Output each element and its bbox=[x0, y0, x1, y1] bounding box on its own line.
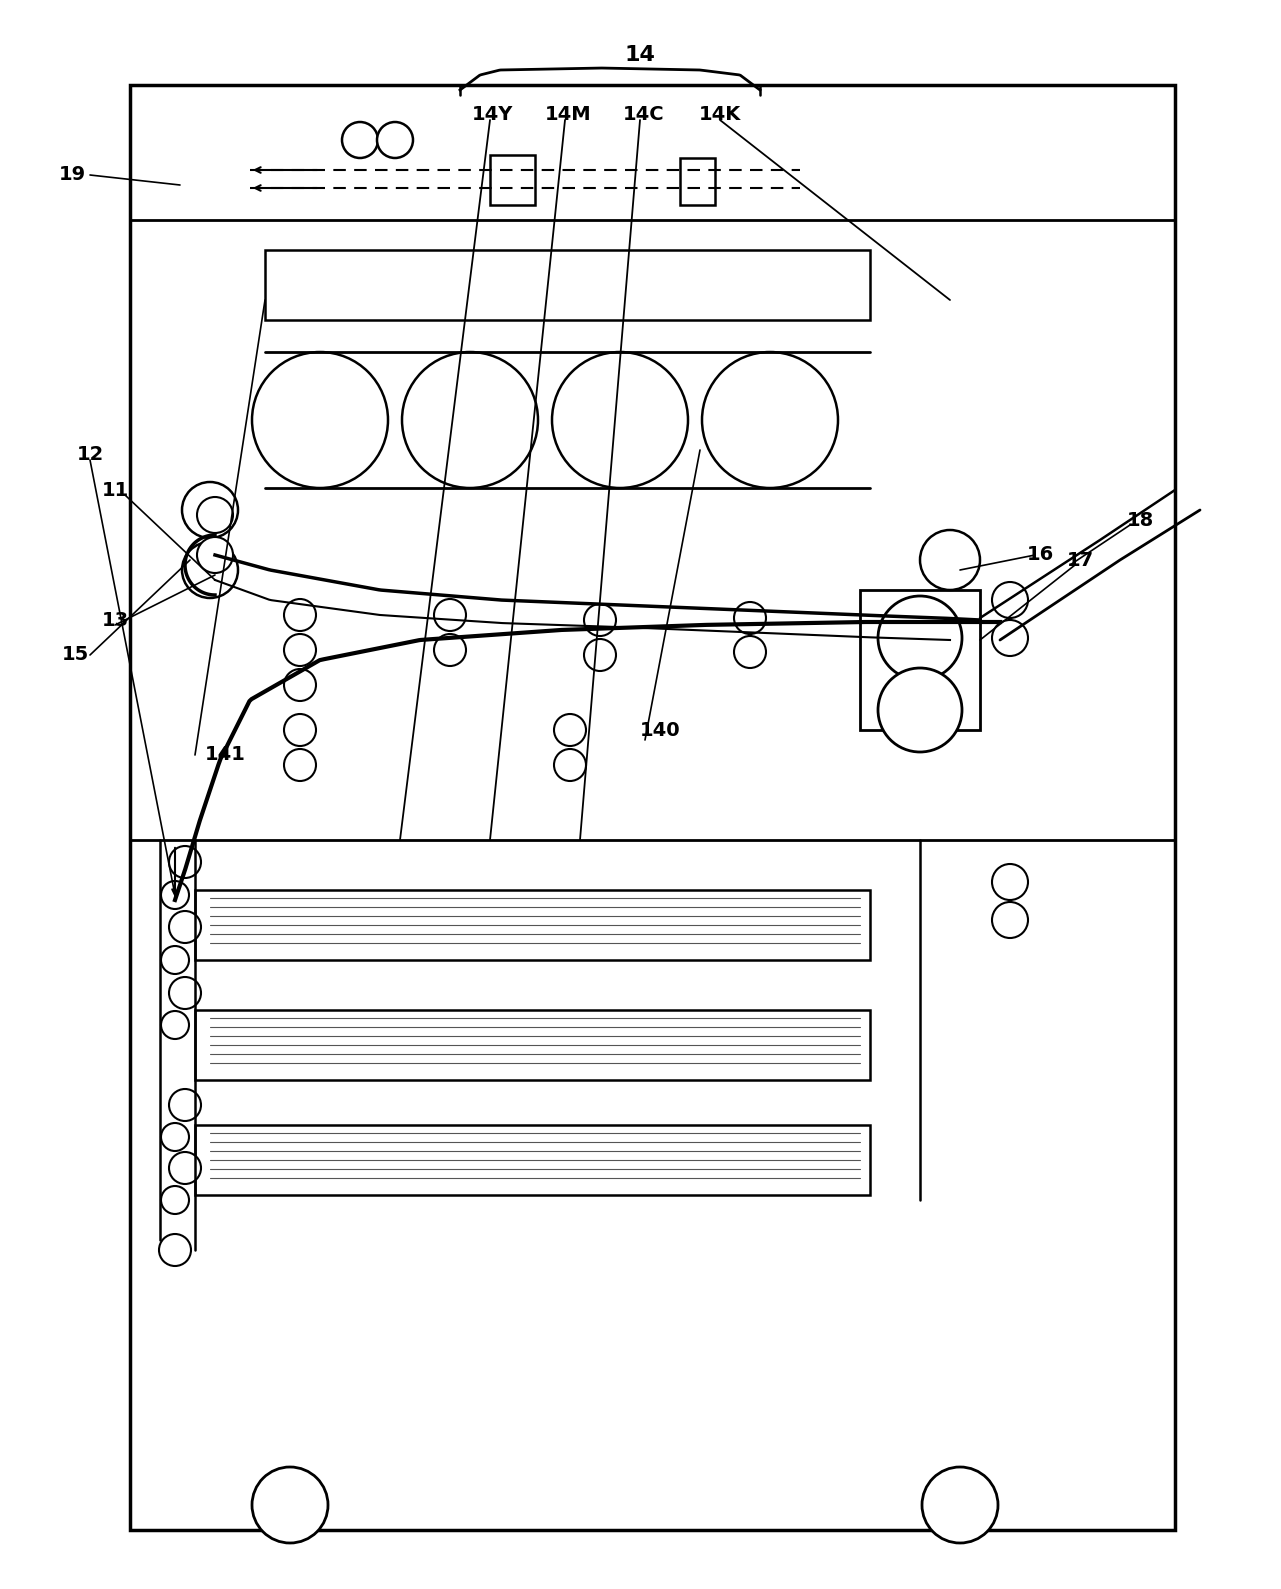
Bar bbox=[129, 84, 1175, 1530]
Circle shape bbox=[877, 667, 962, 752]
Circle shape bbox=[553, 713, 585, 745]
Circle shape bbox=[169, 1088, 201, 1120]
Bar bbox=[195, 1011, 870, 1081]
Text: 15: 15 bbox=[61, 645, 88, 664]
Circle shape bbox=[920, 531, 980, 590]
Circle shape bbox=[284, 748, 316, 782]
Text: 17: 17 bbox=[1067, 550, 1094, 569]
Circle shape bbox=[991, 582, 1027, 618]
Circle shape bbox=[252, 1467, 328, 1543]
Circle shape bbox=[991, 620, 1027, 656]
Text: 14Y: 14Y bbox=[471, 105, 512, 124]
Circle shape bbox=[169, 845, 201, 879]
Circle shape bbox=[553, 748, 585, 782]
Circle shape bbox=[182, 542, 238, 597]
Text: 11: 11 bbox=[101, 480, 128, 499]
Circle shape bbox=[584, 604, 616, 636]
Circle shape bbox=[182, 481, 238, 539]
Bar bbox=[195, 890, 870, 960]
Text: 18: 18 bbox=[1126, 510, 1154, 529]
Text: 16: 16 bbox=[1026, 545, 1054, 564]
Circle shape bbox=[161, 880, 190, 909]
Circle shape bbox=[197, 497, 233, 532]
Circle shape bbox=[991, 903, 1027, 938]
Circle shape bbox=[434, 634, 466, 666]
Text: 14M: 14M bbox=[544, 105, 592, 124]
Bar bbox=[860, 590, 980, 729]
Text: 14K: 14K bbox=[699, 105, 742, 124]
Text: 141: 141 bbox=[205, 745, 246, 764]
Circle shape bbox=[434, 599, 466, 631]
Circle shape bbox=[702, 353, 838, 488]
Circle shape bbox=[284, 634, 316, 666]
Circle shape bbox=[284, 599, 316, 631]
Text: 19: 19 bbox=[59, 165, 86, 184]
Circle shape bbox=[991, 864, 1027, 899]
Circle shape bbox=[584, 639, 616, 671]
Circle shape bbox=[197, 537, 233, 574]
Circle shape bbox=[877, 596, 962, 680]
Circle shape bbox=[552, 353, 688, 488]
Circle shape bbox=[161, 1011, 190, 1039]
Circle shape bbox=[922, 1467, 998, 1543]
Circle shape bbox=[734, 636, 766, 667]
Circle shape bbox=[342, 122, 378, 157]
Bar bbox=[491, 156, 535, 205]
Circle shape bbox=[284, 669, 316, 701]
Circle shape bbox=[252, 353, 388, 488]
Bar bbox=[680, 157, 715, 205]
Circle shape bbox=[284, 713, 316, 745]
Text: 13: 13 bbox=[101, 610, 128, 629]
Circle shape bbox=[159, 1235, 191, 1266]
Circle shape bbox=[169, 977, 201, 1009]
Circle shape bbox=[402, 353, 538, 488]
Circle shape bbox=[169, 910, 201, 942]
Circle shape bbox=[169, 1152, 201, 1184]
Circle shape bbox=[161, 1123, 190, 1150]
Bar bbox=[195, 1125, 870, 1195]
Text: 12: 12 bbox=[77, 445, 104, 464]
Text: 14C: 14C bbox=[623, 105, 665, 124]
Text: 14: 14 bbox=[625, 44, 656, 65]
Circle shape bbox=[161, 945, 190, 974]
Circle shape bbox=[377, 122, 412, 157]
Text: 140: 140 bbox=[639, 720, 680, 739]
Circle shape bbox=[161, 1185, 190, 1214]
Circle shape bbox=[734, 602, 766, 634]
Bar bbox=[265, 249, 870, 319]
